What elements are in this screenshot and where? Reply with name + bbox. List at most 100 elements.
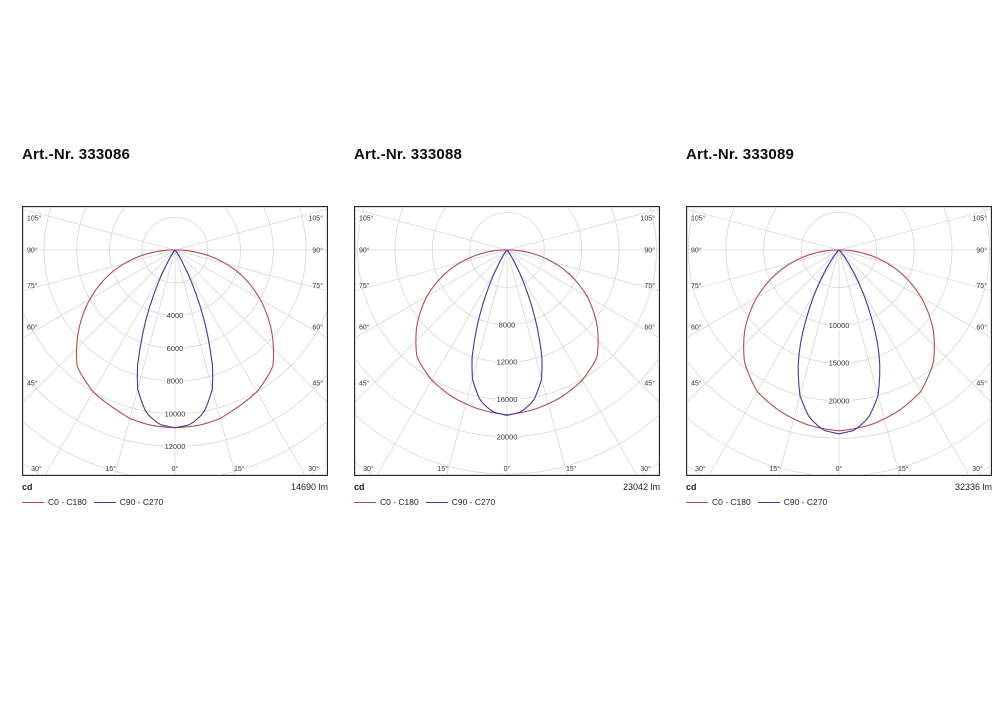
svg-text:105°: 105° [973, 215, 988, 223]
svg-text:15°: 15° [234, 465, 245, 473]
svg-text:15000: 15000 [829, 359, 850, 368]
svg-text:30°: 30° [308, 465, 319, 473]
svg-text:15°: 15° [898, 465, 909, 473]
legend-entry-c90-c270: C90 - C270 [425, 497, 496, 507]
legend-line-c90-c270 [757, 501, 780, 503]
svg-text:15°: 15° [105, 465, 116, 473]
svg-text:20000: 20000 [497, 432, 518, 441]
polar-diagram-svg: 8000 12000 16000 20000 0° 15° 15° 30° 30° 45° 45° 6… [354, 206, 660, 476]
chart-block-333086: Art.-Nr. 333086 4000 6000 8000 10000 12000 0°… [22, 146, 328, 509]
svg-text:20000: 20000 [829, 396, 850, 405]
svg-text:12000: 12000 [165, 442, 186, 451]
svg-text:90°: 90° [976, 247, 987, 255]
svg-text:12000: 12000 [497, 358, 518, 367]
svg-text:0°: 0° [172, 465, 179, 473]
svg-text:60°: 60° [976, 323, 987, 331]
svg-text:8000: 8000 [499, 320, 516, 329]
svg-text:15°: 15° [769, 465, 780, 473]
legend: C0 - C180 C90 - C270 [686, 495, 992, 509]
legend-label-c0-c180: C0 - C180 [48, 497, 87, 507]
legend-line-c90-c270 [425, 501, 448, 503]
legend-entry-c0-c180: C0 - C180 [22, 497, 87, 507]
svg-text:105°: 105° [309, 215, 324, 223]
svg-text:30°: 30° [695, 465, 706, 473]
legend-entry-c0-c180: C0 - C180 [354, 497, 419, 507]
unit-label: cd [354, 482, 365, 492]
polar-diagram: 8000 12000 16000 20000 0° 15° 15° 30° 30° 45° 45° 6… [354, 206, 660, 476]
legend-line-c0-c180 [22, 501, 44, 503]
svg-text:105°: 105° [641, 215, 656, 223]
legend-label-c90-c270: C90 - C270 [119, 497, 164, 507]
svg-text:75°: 75° [312, 282, 323, 290]
luminous-flux-value: 14690 lm [290, 482, 328, 492]
svg-text:105°: 105° [359, 215, 374, 223]
unit-label: cd [686, 482, 697, 492]
legend-label-c0-c180: C0 - C180 [380, 497, 419, 507]
chart-block-333089: Art.-Nr. 333089 10000 15000 20000 0° 15° 15° 3… [686, 146, 992, 509]
legend-label-c0-c180: C0 - C180 [712, 497, 751, 507]
chart-footer: cd 14690 lm C0 - C180 C90 - C270 [22, 482, 328, 509]
svg-text:45°: 45° [644, 380, 655, 388]
svg-text:8000: 8000 [167, 377, 184, 386]
svg-text:90°: 90° [359, 247, 370, 255]
legend-line-c0-c180 [354, 501, 376, 503]
legend-label-c90-c270: C90 - C270 [451, 497, 496, 507]
svg-text:60°: 60° [691, 323, 702, 331]
unit-label: cd [22, 482, 33, 492]
svg-text:90°: 90° [312, 247, 323, 255]
legend-line-c90-c270 [93, 501, 116, 503]
legend-line-c0-c180 [686, 501, 708, 503]
svg-text:75°: 75° [691, 282, 702, 290]
svg-text:60°: 60° [27, 323, 38, 331]
svg-text:45°: 45° [691, 380, 702, 388]
svg-text:30°: 30° [640, 465, 651, 473]
svg-text:75°: 75° [976, 282, 987, 290]
svg-text:105°: 105° [691, 215, 706, 223]
svg-text:30°: 30° [363, 465, 374, 473]
svg-text:6000: 6000 [167, 344, 184, 353]
chart-title: Art.-Nr. 333086 [22, 146, 131, 163]
polar-diagram: 10000 15000 20000 0° 15° 15° 30° 30° 45° 45° 60° 60… [686, 206, 992, 476]
chart-footer: cd 23042 lm C0 - C180 C90 - C270 [354, 482, 660, 509]
svg-text:15°: 15° [566, 465, 577, 473]
svg-text:60°: 60° [359, 323, 370, 331]
luminous-flux-value: 23042 lm [622, 482, 660, 492]
svg-text:90°: 90° [644, 247, 655, 255]
svg-text:10000: 10000 [165, 409, 186, 418]
svg-text:45°: 45° [312, 380, 323, 388]
legend-entry-c0-c180: C0 - C180 [686, 497, 751, 507]
polar-diagram-svg: 10000 15000 20000 0° 15° 15° 30° 30° 45° 45° 60° 60… [686, 206, 992, 476]
svg-text:0°: 0° [504, 465, 511, 473]
legend: C0 - C180 C90 - C270 [354, 495, 660, 509]
chart-footer: cd 32336 lm C0 - C180 C90 - C270 [686, 482, 992, 509]
legend-entry-c90-c270: C90 - C270 [93, 497, 164, 507]
polar-diagram-svg: 4000 6000 8000 10000 12000 0° 15° 15° 30° 30° 45° 4… [22, 206, 328, 476]
legend-entry-c90-c270: C90 - C270 [757, 497, 828, 507]
svg-text:16000: 16000 [497, 395, 518, 404]
svg-text:45°: 45° [359, 380, 370, 388]
svg-text:30°: 30° [31, 465, 42, 473]
svg-text:15°: 15° [437, 465, 448, 473]
svg-text:45°: 45° [976, 380, 987, 388]
luminous-flux-value: 32336 lm [954, 482, 992, 492]
chart-title: Art.-Nr. 333088 [354, 146, 463, 163]
svg-text:30°: 30° [972, 465, 983, 473]
svg-text:90°: 90° [691, 247, 702, 255]
svg-text:75°: 75° [27, 282, 38, 290]
chart-title: Art.-Nr. 333089 [686, 146, 795, 163]
svg-text:105°: 105° [27, 215, 42, 223]
svg-text:60°: 60° [312, 323, 323, 331]
svg-text:10000: 10000 [829, 321, 850, 330]
legend-label-c90-c270: C90 - C270 [783, 497, 828, 507]
legend: C0 - C180 C90 - C270 [22, 495, 328, 509]
svg-text:4000: 4000 [167, 311, 184, 320]
polar-diagram: 4000 6000 8000 10000 12000 0° 15° 15° 30° 30° 45° 4… [22, 206, 328, 476]
svg-text:75°: 75° [359, 282, 370, 290]
svg-text:0°: 0° [836, 465, 843, 473]
svg-text:60°: 60° [644, 323, 655, 331]
chart-block-333088: Art.-Nr. 333088 8000 12000 16000 20000 0° 15°… [354, 146, 660, 509]
svg-text:45°: 45° [27, 380, 38, 388]
svg-text:75°: 75° [644, 282, 655, 290]
svg-text:90°: 90° [27, 247, 38, 255]
